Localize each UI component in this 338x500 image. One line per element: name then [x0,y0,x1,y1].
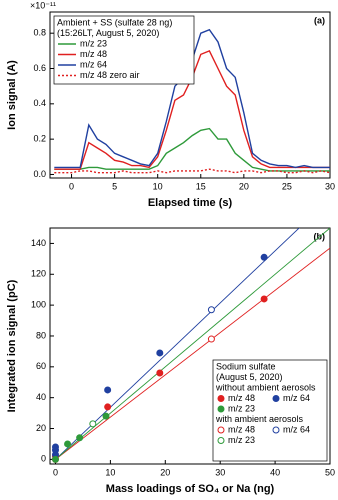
data-point [76,434,84,442]
series-line [54,127,330,172]
y-tick-label: 60 [36,361,46,371]
legend-title: Sodium sulfate [216,361,276,371]
x-axis-label: Mass loadings of SO₄ or Na (ng) [106,483,275,495]
data-point [51,455,59,463]
data-point [51,443,59,451]
data-point [102,412,110,420]
legend-label: m/z 48 zero air [80,70,140,80]
legend-box [53,15,195,85]
legend-marker [217,405,225,413]
x-tick-label: 20 [160,467,170,477]
legend-label: m/z 64 [80,59,107,69]
fit-lines [55,228,330,460]
legend-marker [217,395,225,402]
data-point [260,295,268,303]
data-point [64,440,72,448]
x-tick-label: 0 [53,467,58,477]
x-tick-label: 30 [215,467,225,477]
x-axis-label: Elapsed time (s) [148,197,233,209]
fit-line [55,228,330,460]
y-tick-label: 40 [36,392,46,402]
fit-line [55,228,300,460]
y-tick-label: 0 [41,454,46,464]
x-tick-label: 0 [69,181,74,191]
plot-frame [49,11,331,179]
x-tick-label: 30 [325,181,335,191]
x-tick-label: 5 [112,181,117,191]
data-point [104,403,112,411]
legend-label: m/z 23 [228,435,255,445]
legend-label: m/z 48 [228,424,255,434]
panel-label: (a) [314,15,325,25]
data-point [207,335,215,343]
x-tick-label: 10 [105,467,115,477]
legend-title: (August 5, 2020) [216,372,283,382]
x-tick-label: 50 [325,467,335,477]
x-tick-label: 10 [153,181,163,191]
data-point [104,386,112,394]
legend-label: m/z 23 [228,403,255,413]
legend-title: Ambient + SS (sulfate 28 ng) [57,17,172,27]
y-tick-label: 120 [31,269,46,279]
x-tick-label: 25 [282,181,292,191]
x-tick-label: 20 [239,181,249,191]
data-point [260,253,268,261]
legend-label: m/z 23 [80,38,107,48]
y-axis-label: Integrated ion signal (pC) [6,279,18,412]
y-tick-label: 100 [31,299,46,309]
data-point [156,369,164,377]
plot-frame [49,227,331,465]
legend-group-title: with ambient aerosols [215,414,304,424]
legend-label: m/z 64 [283,424,310,434]
legend-label: m/z 48 [80,49,107,59]
legend-label: m/z 64 [283,393,310,403]
y-tick-label: 0.6 [33,63,46,73]
x-tick-label: 15 [196,181,206,191]
y-tick-label: 0.0 [33,169,46,179]
legend-marker [217,426,225,434]
legend-group-title: without ambient aerosols [215,382,316,392]
y-tick-label: 80 [36,330,46,340]
y-axis-label: Ion signal (A) [6,60,18,130]
data-point [207,306,215,314]
y-tick-label: 0.2 [33,134,46,144]
series-line [54,168,331,174]
y-tick-label: 0.4 [33,98,46,108]
fit-line [55,247,330,460]
y-tick-label: 0.8 [33,28,46,38]
data-point [156,349,164,357]
data-point [89,420,97,428]
axis-multiplier: ×10⁻¹¹ [30,0,56,10]
legend-box [212,359,328,462]
x-tick-label: 40 [270,467,280,477]
y-tick-label: 140 [31,238,46,248]
panel-label: (b) [314,231,326,241]
legend-marker [272,395,280,402]
legend-label: m/z 48 [228,393,255,403]
legend-marker [272,426,280,434]
legend-title: (15:26LT, August 5, 2020) [57,28,159,38]
legend-marker [217,437,225,444]
y-tick-label: 20 [36,423,46,433]
